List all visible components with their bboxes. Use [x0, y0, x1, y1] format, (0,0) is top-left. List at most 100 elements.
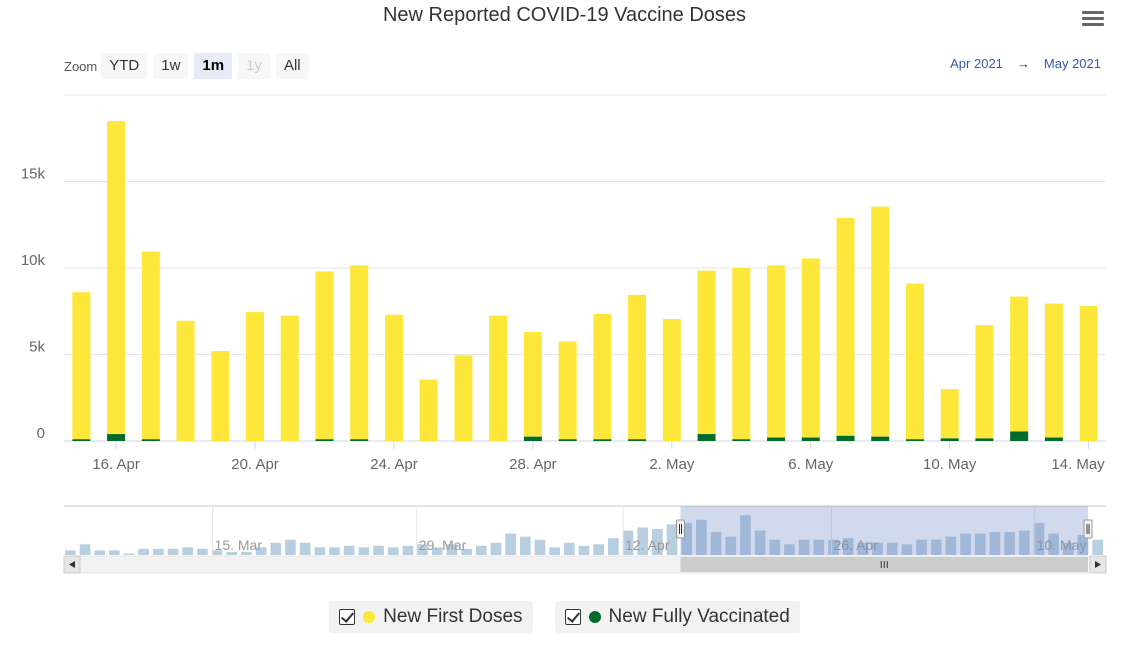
navigator-bar [109, 550, 120, 555]
bar-first-doses [1044, 303, 1063, 438]
navigator-left-handle[interactable] [675, 519, 685, 539]
navigator-bar [622, 530, 634, 555]
x-tick-label: 28. Apr [509, 456, 557, 473]
range-from[interactable]: Apr 2021 [950, 56, 1003, 71]
range-to[interactable]: May 2021 [1043, 56, 1101, 71]
navigator-bar [211, 550, 223, 555]
bar-first-doses [871, 206, 890, 437]
zoom-all-button[interactable]: All [275, 53, 309, 79]
navigator-bar [974, 533, 986, 555]
bar-first-doses [176, 320, 195, 441]
bar-first-doses [697, 270, 716, 435]
bar-first-doses [419, 379, 438, 441]
navigator-bar [842, 538, 854, 555]
zoom-1m-button[interactable]: 1m [194, 53, 233, 79]
chart-area: 0 5k 10k 15k 16. Apr 20. Apr 24. Apr 28. Apr 2. … [21, 94, 1107, 574]
bar-fully-vaccinated [72, 439, 91, 441]
navigator-right-handle[interactable] [1083, 519, 1093, 539]
bar-fully-vaccinated [871, 436, 890, 441]
navigator-selection[interactable] [680, 506, 1088, 555]
navigator-bar [402, 545, 414, 555]
bar-fully-vaccinated [836, 435, 855, 441]
legend-item-fully-vaccinated[interactable]: New Fully Vaccinated [554, 601, 800, 633]
legend-label-first: New First Doses [383, 606, 523, 627]
bar-fully-vaccinated [905, 439, 924, 441]
zoom-selector: Zoom YTD 1w 1m 1y All [64, 52, 315, 80]
navigator-bar [916, 539, 927, 555]
navigator-bar [94, 550, 106, 555]
bar-first-doses [211, 351, 230, 441]
navigator-bar [358, 547, 370, 555]
bar-first-doses [454, 355, 473, 441]
navigator-bar [857, 542, 869, 555]
x-tick-label: 20. Apr [231, 456, 279, 473]
checkbox-icon[interactable] [564, 609, 581, 625]
navigator-bar [608, 538, 619, 555]
bar-first-doses [593, 313, 612, 440]
navigator-bar [226, 551, 238, 555]
navigator-bar [285, 539, 296, 555]
bar-first-doses [1079, 306, 1098, 441]
navigator-bar [681, 522, 693, 555]
bar-first-doses [1010, 296, 1029, 432]
date-range-display: Apr 2021 → May 2021 [950, 56, 1101, 71]
navigator-bar [505, 533, 516, 555]
bar-first-doses [662, 319, 681, 441]
navigator-bar [197, 548, 208, 555]
bar-first-doses [489, 315, 508, 441]
checkbox-icon[interactable] [339, 609, 356, 625]
navigator-bar [593, 544, 605, 555]
navigator-bar [696, 519, 707, 555]
navigator-bar [431, 547, 443, 555]
navigator-bar [813, 539, 825, 555]
bar-first-doses [107, 120, 126, 435]
bar-fully-vaccinated [767, 437, 786, 441]
navigator-bar [65, 550, 76, 555]
navigator-bar [182, 547, 194, 555]
navigator-bar [945, 536, 957, 555]
navigator-bar [255, 547, 267, 555]
hamburger-menu-icon[interactable] [1078, 8, 1108, 34]
legend-item-first-doses[interactable]: New First Doses [329, 601, 533, 633]
bar-fully-vaccinated [1044, 437, 1063, 441]
legend-label-full: New Fully Vaccinated [608, 606, 790, 627]
bar-first-doses [350, 265, 369, 440]
zoom-label: Zoom [64, 58, 98, 74]
navigator-bar [652, 528, 663, 555]
navigator-bar [769, 539, 781, 555]
navigator-bar [241, 551, 252, 555]
navigator-bar [872, 542, 883, 555]
navigator-bar [519, 536, 531, 555]
bar-first-doses [246, 312, 265, 441]
y-tick-label: 0 [37, 425, 45, 442]
bar-fully-vaccinated [975, 438, 994, 441]
bar-fully-vaccinated [523, 436, 542, 441]
navigator-bar [79, 544, 91, 555]
x-tick-label: 24. Apr [370, 456, 418, 473]
bar-first-doses [141, 251, 160, 440]
navigator-bar [1018, 530, 1030, 555]
bar-fully-vaccinated [315, 439, 334, 441]
navigator-bar [725, 536, 737, 555]
navigator-bar [798, 539, 810, 555]
bar-fully-vaccinated [801, 437, 820, 441]
zoom-ytd-button[interactable]: YTD [101, 53, 148, 79]
navigator-bar [167, 548, 179, 555]
navigator-bar [578, 545, 590, 555]
navigator-bar [886, 542, 898, 555]
x-tick-label: 2. May [649, 456, 695, 473]
bar-first-doses [836, 217, 855, 436]
bar-first-doses [975, 325, 994, 439]
x-tick-label: 16. Apr [92, 456, 140, 473]
range-arrow: → [1016, 56, 1030, 71]
navigator-bar [373, 545, 384, 555]
navigator-tick-label: 12. Apr [625, 537, 670, 553]
bar-first-doses [801, 258, 820, 438]
zoom-1w-button[interactable]: 1w [153, 53, 189, 79]
navigator-bar [1048, 533, 1059, 555]
navigator-bar [563, 542, 575, 555]
bar-fully-vaccinated [697, 434, 716, 441]
navigator-bar [446, 544, 458, 555]
bar-first-doses [523, 332, 542, 437]
navigator-bar [314, 547, 326, 555]
